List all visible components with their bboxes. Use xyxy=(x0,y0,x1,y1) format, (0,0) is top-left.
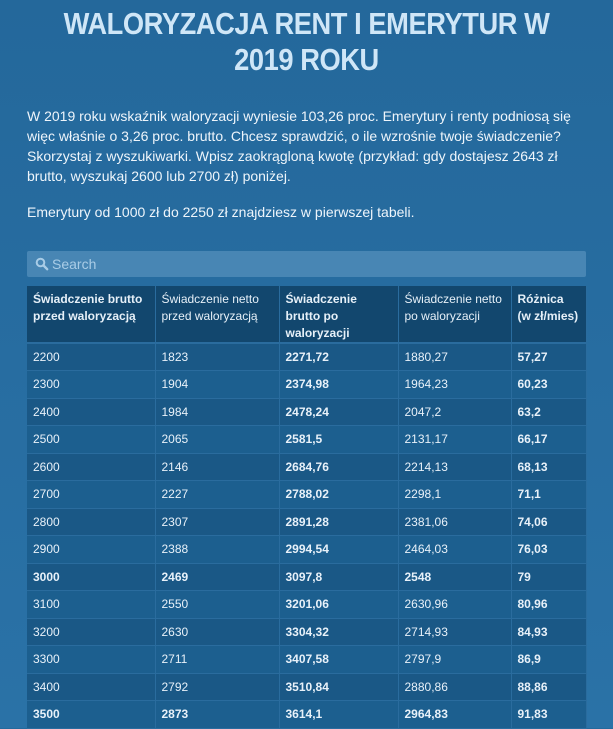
cell-gross-before: 3200 xyxy=(27,618,156,646)
cell-gross-after: 3097,8 xyxy=(279,563,399,591)
column-header-net-after[interactable]: Świadczenie netto po waloryzacji xyxy=(398,286,512,344)
cell-difference: 74,06 xyxy=(511,508,587,536)
cell-net-before: 2550 xyxy=(155,590,280,619)
search-input[interactable] xyxy=(52,254,572,274)
cell-gross-after: 2271,72 xyxy=(279,343,399,371)
cell-net-after: 2548 xyxy=(398,563,512,591)
cell-gross-after: 2994,54 xyxy=(279,535,399,564)
cell-net-after: 2047,2 xyxy=(398,398,512,426)
table-row: 3100 2550 3201,06 2630,96 80,96 xyxy=(27,590,587,619)
cell-net-before: 2227 xyxy=(155,480,280,509)
table-row: 2800 2307 2891,28 2381,06 74,06 xyxy=(27,508,587,536)
cell-gross-before: 2400 xyxy=(27,398,156,426)
cell-gross-after: 2684,76 xyxy=(279,453,399,481)
cell-net-before: 2630 xyxy=(155,618,280,646)
cell-net-after: 1964,23 xyxy=(398,370,512,399)
cell-difference: 80,96 xyxy=(511,590,587,619)
cell-gross-before: 2200 xyxy=(27,343,156,371)
cell-gross-before: 2600 xyxy=(27,453,156,481)
table-row: 2500 2065 2581,5 2131,17 66,17 xyxy=(27,425,587,454)
cell-difference: 86,9 xyxy=(511,645,587,674)
search-box[interactable] xyxy=(27,251,586,277)
cell-difference: 57,27 xyxy=(511,343,587,371)
cell-gross-before: 3300 xyxy=(27,645,156,674)
cell-gross-before: 2800 xyxy=(27,508,156,536)
table-row: 2400 1984 2478,24 2047,2 63,2 xyxy=(27,398,587,426)
cell-net-before: 2388 xyxy=(155,535,280,564)
cell-net-after: 2381,06 xyxy=(398,508,512,536)
cell-gross-after: 2478,24 xyxy=(279,398,399,426)
cell-net-after: 2630,96 xyxy=(398,590,512,619)
cell-gross-before: 2500 xyxy=(27,425,156,454)
intro-paragraph: W 2019 roku wskaźnik waloryzacji wyniesi… xyxy=(27,108,571,184)
table-row: 3000 2469 3097,8 2548 79 xyxy=(27,563,587,591)
cell-net-after: 2298,1 xyxy=(398,480,512,509)
cell-net-after: 2214,13 xyxy=(398,453,512,481)
cell-gross-after: 2788,02 xyxy=(279,480,399,509)
column-header-net-before[interactable]: Świadczenie netto przed waloryzacją xyxy=(155,286,280,344)
cell-net-after: 2964,83 xyxy=(398,700,512,729)
column-header-gross-before[interactable]: Świadczenie brutto przed waloryzacją xyxy=(27,286,156,344)
cell-net-after: 2797,9 xyxy=(398,645,512,674)
cell-gross-after: 3201,06 xyxy=(279,590,399,619)
table-row: 2300 1904 2374,98 1964,23 60,23 xyxy=(27,370,587,399)
cell-gross-before: 3000 xyxy=(27,563,156,591)
table-row: 2600 2146 2684,76 2214,13 68,13 xyxy=(27,453,587,481)
cell-difference: 84,93 xyxy=(511,618,587,646)
cell-difference: 60,23 xyxy=(511,370,587,399)
cell-difference: 63,2 xyxy=(511,398,587,426)
table-row: 3400 2792 3510,84 2880,86 88,86 xyxy=(27,673,587,701)
pension-table: Świadczenie brutto przed waloryzacją Świ… xyxy=(27,286,587,729)
column-header-gross-after[interactable]: Świadczenie brutto po waloryzacji xyxy=(279,286,399,344)
cell-net-before: 2711 xyxy=(155,645,280,674)
cell-gross-after: 3407,58 xyxy=(279,645,399,674)
column-header-difference[interactable]: Różnica (w zł/mies) xyxy=(511,286,587,344)
cell-gross-before: 3100 xyxy=(27,590,156,619)
table-row: 2900 2388 2994,54 2464,03 76,03 xyxy=(27,535,587,564)
search-icon xyxy=(35,257,49,271)
cell-net-after: 2714,93 xyxy=(398,618,512,646)
cell-gross-before: 2700 xyxy=(27,480,156,509)
cell-net-before: 2065 xyxy=(155,425,280,454)
cell-net-before: 2469 xyxy=(155,563,280,591)
table-header-row: Świadczenie brutto przed waloryzacją Świ… xyxy=(27,286,587,344)
cell-gross-after: 2891,28 xyxy=(279,508,399,536)
cell-gross-after: 3304,32 xyxy=(279,618,399,646)
table-row: 3300 2711 3407,58 2797,9 86,9 xyxy=(27,645,587,674)
cell-net-before: 1904 xyxy=(155,370,280,399)
cell-gross-before: 3500 xyxy=(27,700,156,729)
cell-net-before: 2307 xyxy=(155,508,280,536)
cell-net-before: 2792 xyxy=(155,673,280,701)
table-row: 3500 2873 3614,1 2964,83 91,83 xyxy=(27,700,587,729)
cell-net-before: 2873 xyxy=(155,700,280,729)
cell-difference: 88,86 xyxy=(511,673,587,701)
table-row: 3200 2630 3304,32 2714,93 84,93 xyxy=(27,618,587,646)
cell-difference: 68,13 xyxy=(511,453,587,481)
cell-net-after: 1880,27 xyxy=(398,343,512,371)
page-title: WALORYZACJA RENT I EMERYTUR W 2019 ROKU xyxy=(63,6,550,77)
cell-difference: 76,03 xyxy=(511,535,587,564)
cell-difference: 71,1 xyxy=(511,480,587,509)
table-row: 2700 2227 2788,02 2298,1 71,1 xyxy=(27,480,587,509)
cell-net-after: 2131,17 xyxy=(398,425,512,454)
cell-net-before: 1984 xyxy=(155,398,280,426)
cell-difference: 79 xyxy=(511,563,587,591)
cell-gross-after: 3510,84 xyxy=(279,673,399,701)
cell-gross-after: 2581,5 xyxy=(279,425,399,454)
intro-note: Emerytury od 1000 zł do 2250 zł znajdzie… xyxy=(27,204,415,220)
cell-gross-before: 2300 xyxy=(27,370,156,399)
cell-net-before: 1823 xyxy=(155,343,280,371)
cell-gross-before: 2900 xyxy=(27,535,156,564)
cell-gross-after: 3614,1 xyxy=(279,700,399,729)
cell-difference: 91,83 xyxy=(511,700,587,729)
cell-net-before: 2146 xyxy=(155,453,280,481)
cell-net-after: 2880,86 xyxy=(398,673,512,701)
cell-difference: 66,17 xyxy=(511,425,587,454)
cell-gross-after: 2374,98 xyxy=(279,370,399,399)
table-body: 2200 1823 2271,72 1880,27 57,27 2300 1904 2374,… xyxy=(27,343,587,729)
cell-gross-before: 3400 xyxy=(27,673,156,701)
cell-net-after: 2464,03 xyxy=(398,535,512,564)
table-row: 2200 1823 2271,72 1880,27 57,27 xyxy=(27,343,587,371)
